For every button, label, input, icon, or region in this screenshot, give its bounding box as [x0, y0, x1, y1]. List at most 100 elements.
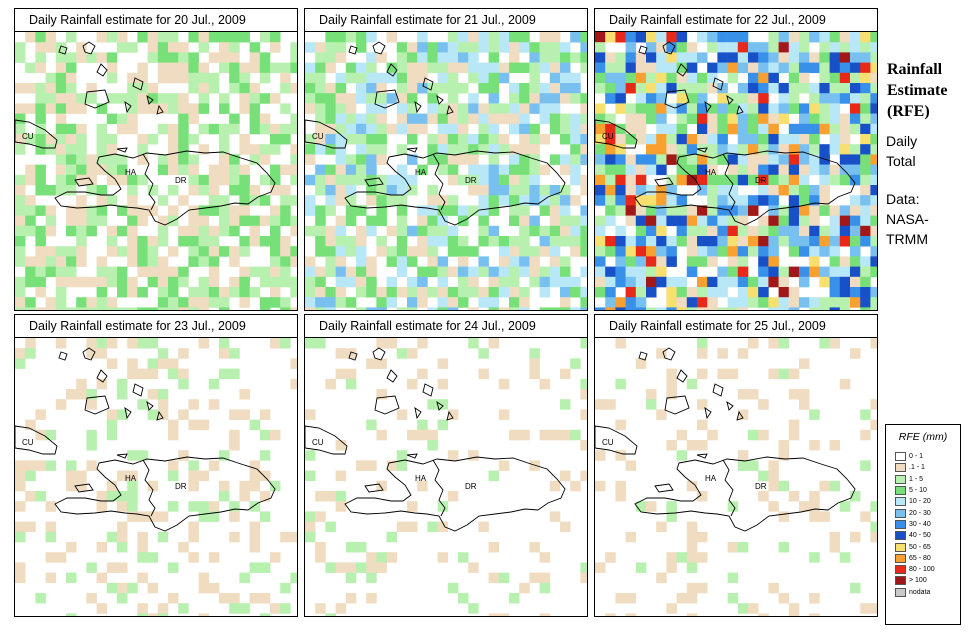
rainfall-cell: [605, 205, 616, 216]
rainfall-cell: [396, 174, 408, 186]
rainfall-cell: [188, 134, 199, 145]
rainfall-cell: [748, 103, 759, 114]
rainfall-cell: [478, 348, 489, 359]
rainfall-cell: [605, 215, 616, 227]
rainfall-cell: [850, 195, 861, 206]
rainfall-cell: [468, 72, 479, 84]
rainfall-cell: [829, 72, 841, 84]
rainfall-cell: [86, 225, 97, 237]
rainfall-cell: [635, 52, 647, 63]
rainfall-cell: [666, 511, 677, 522]
rainfall-cell: [529, 42, 540, 53]
rainfall-cell: [666, 185, 677, 196]
rainfall-cell: [335, 113, 347, 125]
rainfall-cell: [117, 307, 128, 310]
rainfall-cell: [860, 134, 871, 145]
rainfall-cell: [376, 174, 387, 186]
rainfall-cell: [758, 297, 769, 308]
rainfall-cell: [697, 144, 708, 155]
rainfall-cell: [407, 246, 418, 257]
rainfall-cell: [727, 32, 739, 43]
rainfall-cell: [270, 480, 281, 492]
rainfall-cell: [208, 511, 220, 522]
rainfall-cell: [697, 103, 708, 114]
rainfall-cell: [839, 52, 851, 63]
rainfall-cell: [717, 62, 728, 74]
rainfall-cell: [870, 62, 877, 74]
rainfall-cell: [758, 93, 769, 104]
rainfall-cell: [819, 72, 830, 84]
rainfall-cell: [788, 185, 800, 196]
rainfall-cell: [656, 195, 667, 206]
rainfall-cell: [839, 144, 851, 155]
rainfall-cell: [229, 276, 240, 288]
rainfall-cell: [356, 113, 367, 125]
rainfall-cell: [539, 582, 551, 594]
rainfall-cell: [345, 542, 357, 553]
rainfall-cell: [55, 164, 67, 176]
rainfall-cell: [737, 236, 749, 247]
rainfall-cell: [447, 409, 459, 420]
rainfall-cell: [788, 154, 800, 165]
bahamas-island-outline: [132, 77, 144, 91]
rainfall-cell: [219, 195, 230, 206]
dr-label: DR: [755, 176, 767, 185]
rainfall-cell: [127, 185, 138, 196]
rainfall-cell: [168, 144, 179, 155]
rainfall-cell: [458, 123, 469, 135]
rainfall-cell: [96, 195, 108, 206]
rainfall-cell: [208, 276, 220, 288]
rainfall-cell: [188, 174, 199, 186]
rainfall-cell: [615, 266, 626, 278]
rainfall-cell: [356, 93, 367, 104]
rainfall-cell: [646, 83, 657, 94]
rainfall-cell: [315, 225, 326, 237]
rainfall-cell: [229, 593, 240, 604]
rainfall-cell: [376, 429, 387, 441]
rainfall-cell: [305, 297, 316, 308]
rainfall-cell: [570, 93, 581, 104]
rainfall-cell: [595, 164, 606, 176]
rainfall-cell: [249, 123, 261, 135]
rainfall-cell: [157, 164, 169, 176]
cuba-label: CU: [312, 438, 324, 447]
rainfall-cell: [447, 450, 459, 461]
rainfall-cell: [137, 32, 148, 43]
rainfall-cell: [96, 378, 108, 390]
rainfall-cell: [697, 531, 708, 543]
rainfall-cell: [778, 368, 790, 380]
rainfall-cell: [188, 256, 199, 267]
rainfall-cell: [396, 236, 408, 247]
rainfall-cell: [615, 62, 626, 74]
rainfall-cell: [396, 348, 408, 359]
rainfall-cell: [498, 613, 510, 616]
rainfall-cell: [748, 123, 759, 135]
rainfall-cell: [25, 276, 36, 288]
rainfall-cell: [549, 307, 561, 310]
rainfall-map: CU HA DR: [15, 338, 297, 616]
rainfall-cell: [417, 419, 428, 431]
rainfall-cell: [498, 276, 510, 288]
rainfall-cell: [147, 338, 159, 349]
rainfall-cell: [860, 195, 871, 206]
rainfall-cell: [137, 338, 148, 349]
legend-item: 5 - 10: [895, 485, 935, 496]
rainfall-cell: [106, 236, 118, 247]
rainfall-cell: [870, 297, 877, 308]
rainfall-map-panel: Daily Rainfall estimate for 21 Jul., 200…: [304, 8, 588, 311]
rainfall-cell: [290, 123, 297, 135]
rainfall-cell: [570, 113, 581, 125]
rainfall-cell: [259, 32, 271, 43]
rainfall-cell: [157, 195, 169, 206]
rainfall-cell: [168, 205, 179, 216]
rainfall-cell: [850, 287, 861, 298]
rainfall-cell: [458, 32, 469, 43]
rainfall-cell: [666, 83, 677, 94]
rainfall-cell: [697, 419, 708, 431]
rainfall-cell: [315, 491, 326, 502]
rainfall-cell: [417, 32, 428, 43]
rainfall-cell: [396, 225, 408, 237]
rainfall-cell: [325, 32, 336, 43]
bahamas-island-outline: [414, 101, 422, 114]
rainfall-cell: [686, 174, 698, 186]
